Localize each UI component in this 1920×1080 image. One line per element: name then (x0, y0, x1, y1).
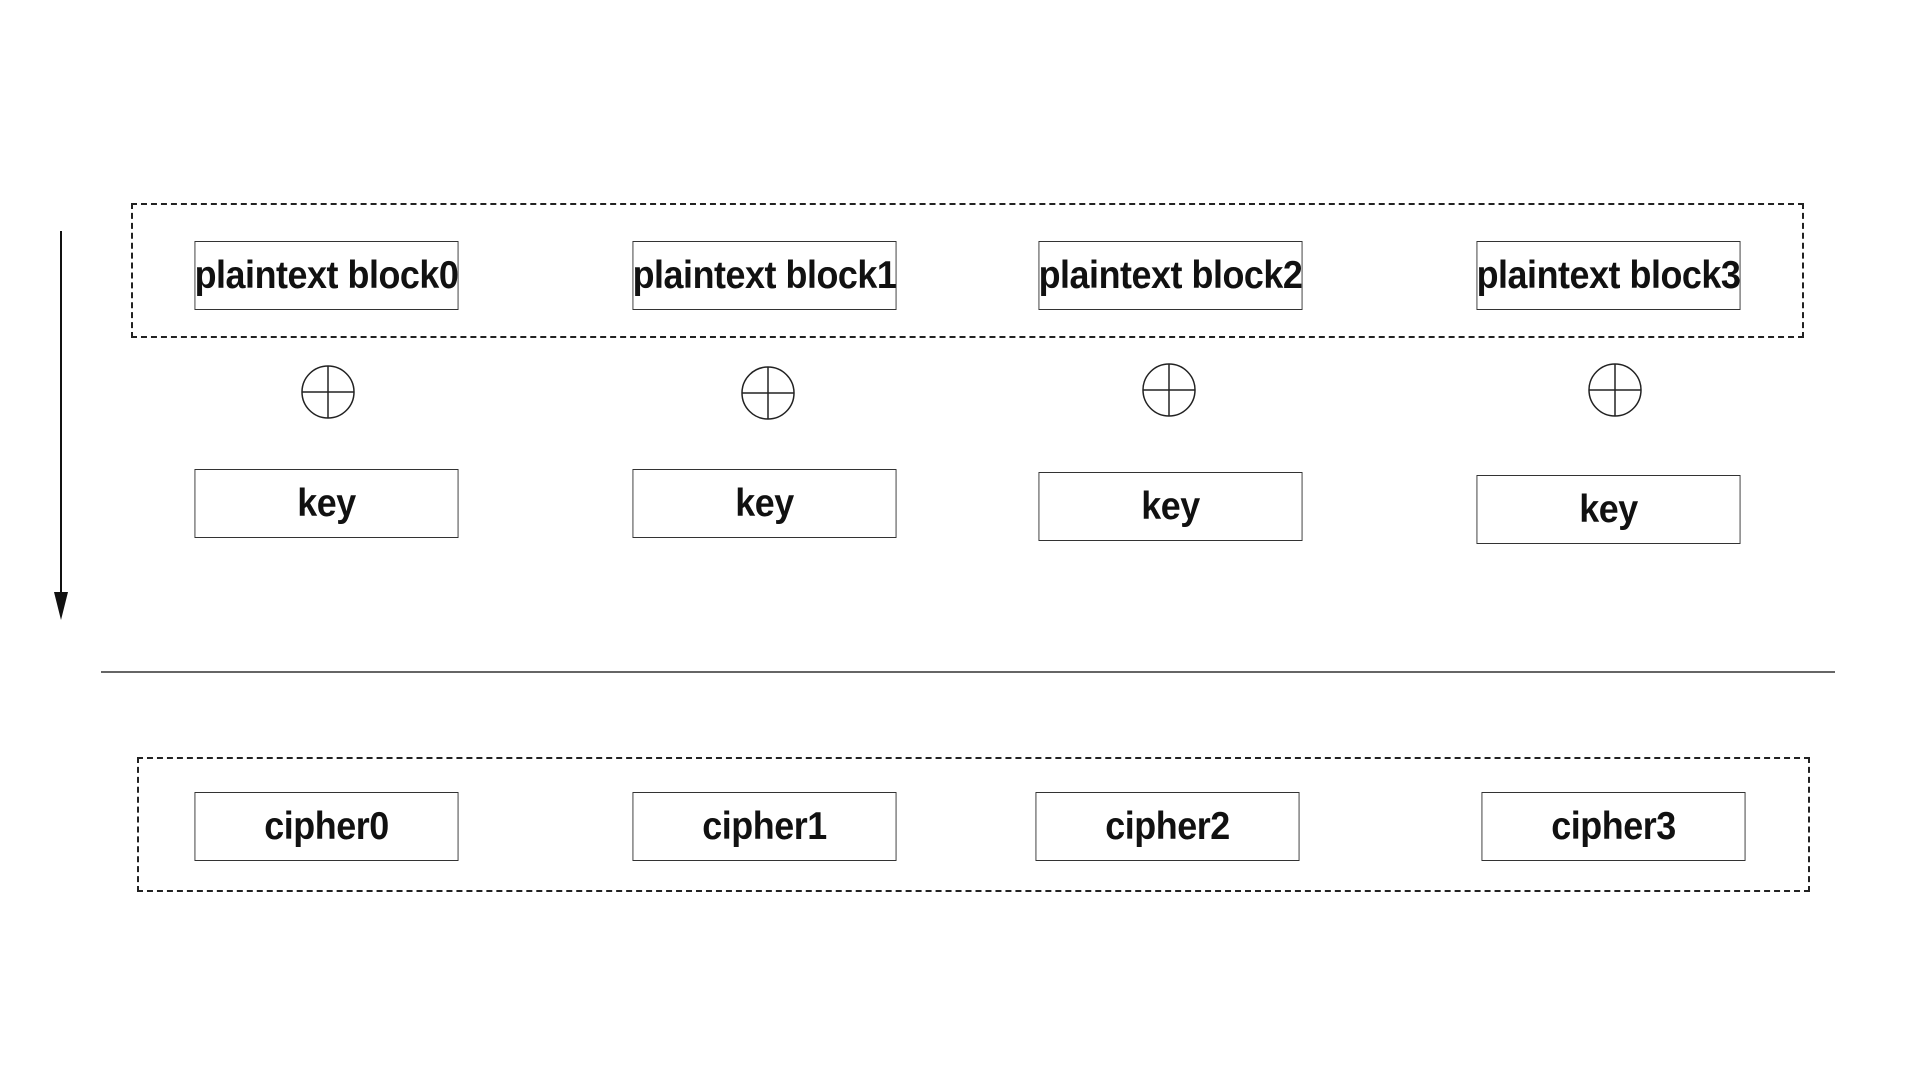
cipher-block-2-label: cipher2 (1105, 804, 1230, 848)
key-block-2: key (1038, 472, 1303, 541)
key-block-0: key (194, 469, 459, 538)
cipher-block-3: cipher3 (1481, 792, 1746, 861)
xor-icon (301, 365, 355, 419)
cipher-block-0-label: cipher0 (264, 804, 389, 848)
plaintext-block-3-label: plaintext block3 (1476, 253, 1741, 297)
key-block-1-label: key (735, 481, 794, 525)
plaintext-block-3: plaintext block3 (1476, 241, 1741, 310)
key-block-3: key (1476, 475, 1741, 544)
cipher-block-1: cipher1 (632, 792, 897, 861)
cipher-block-1-label: cipher1 (702, 804, 827, 848)
plaintext-block-2: plaintext block2 (1038, 241, 1303, 310)
cipher-block-2: cipher2 (1035, 792, 1300, 861)
xor-icon (1142, 363, 1196, 417)
plaintext-group (131, 203, 1804, 338)
xor-icon (1588, 363, 1642, 417)
cipher-group (137, 757, 1810, 892)
key-block-3-label: key (1579, 487, 1638, 531)
down-arrow-icon (54, 231, 68, 620)
plaintext-block-0-label: plaintext block0 (194, 253, 459, 297)
cipher-block-0: cipher0 (194, 792, 459, 861)
key-block-2-label: key (1141, 484, 1200, 528)
xor-icon (741, 366, 795, 420)
cipher-block-3-label: cipher3 (1551, 804, 1676, 848)
key-block-1: key (632, 469, 897, 538)
plaintext-block-0: plaintext block0 (194, 241, 459, 310)
plaintext-block-1: plaintext block1 (632, 241, 897, 310)
plaintext-block-2-label: plaintext block2 (1038, 253, 1303, 297)
plaintext-block-1-label: plaintext block1 (632, 253, 897, 297)
key-block-0-label: key (297, 481, 356, 525)
